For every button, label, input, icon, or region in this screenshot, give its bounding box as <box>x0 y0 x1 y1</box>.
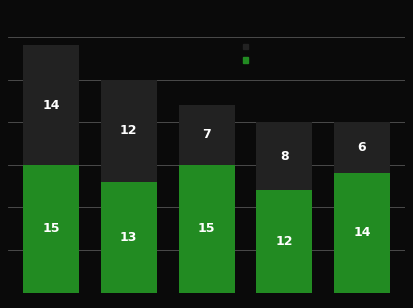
Text: 6: 6 <box>358 141 366 154</box>
Text: 8: 8 <box>280 150 289 163</box>
Text: 15: 15 <box>198 222 215 235</box>
Bar <box>256 190 312 293</box>
Legend: , : , <box>243 42 249 66</box>
Text: 12: 12 <box>275 235 293 248</box>
Bar <box>101 79 157 182</box>
Text: 15: 15 <box>42 222 60 235</box>
Text: 13: 13 <box>120 231 138 244</box>
Text: 14: 14 <box>42 99 60 111</box>
Text: 12: 12 <box>120 124 138 137</box>
Bar <box>178 105 235 165</box>
Bar <box>23 165 79 293</box>
Bar <box>178 165 235 293</box>
Bar <box>334 122 390 173</box>
Text: 14: 14 <box>353 226 371 239</box>
Bar <box>101 182 157 293</box>
Text: 7: 7 <box>202 128 211 141</box>
Bar <box>334 173 390 293</box>
Bar <box>23 46 79 165</box>
Bar <box>256 122 312 190</box>
